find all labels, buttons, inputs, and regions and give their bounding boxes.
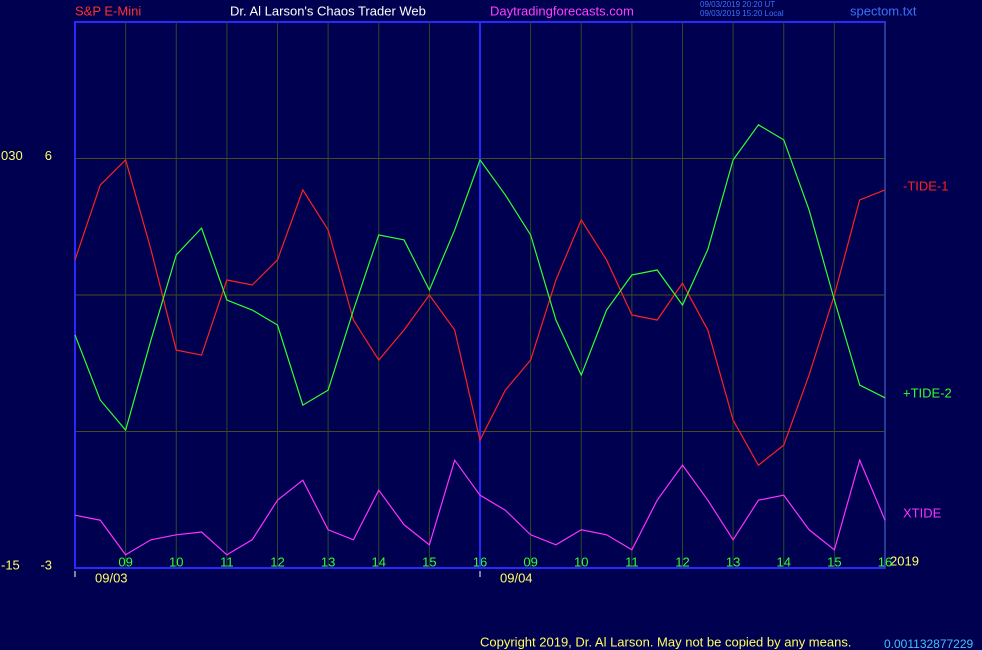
y2-tick-label: 030 bbox=[1, 148, 23, 163]
site-title: Dr. Al Larson's Chaos Trader Web bbox=[230, 3, 426, 18]
file-label: spectom.txt bbox=[850, 3, 917, 18]
series-label: -TIDE-1 bbox=[903, 178, 949, 193]
readout: 0.001132877229 bbox=[884, 637, 974, 650]
y-tick-label: 6 bbox=[45, 148, 52, 163]
date-label: 09/04 bbox=[500, 570, 533, 585]
x-tick-label: 16 bbox=[878, 554, 892, 569]
x-tick-label: 11 bbox=[625, 554, 639, 569]
x-tick-label: 11 bbox=[220, 554, 234, 569]
y-tick-label: -3 bbox=[40, 557, 52, 572]
timestamp-local: 09/03/2019 15:20 Local bbox=[700, 9, 784, 18]
series-label: +TIDE-2 bbox=[903, 385, 952, 400]
x-tick-label: 14 bbox=[777, 554, 791, 569]
series-line bbox=[74, 124, 886, 432]
x-tick-label: 13 bbox=[321, 554, 335, 569]
x-tick-label: 10 bbox=[169, 554, 183, 569]
timestamp-ut: 09/03/2019 20:20 UT bbox=[700, 0, 775, 9]
y2-tick-label: -15 bbox=[1, 557, 20, 572]
x-tick-label: 13 bbox=[726, 554, 740, 569]
copyright: Copyright 2019, Dr. Al Larson. May not b… bbox=[480, 634, 851, 649]
year-label: 2019 bbox=[890, 553, 919, 568]
x-tick-label: 09 bbox=[118, 554, 132, 569]
instrument-title: S&P E-Mini bbox=[75, 3, 141, 18]
x-tick-label: 15 bbox=[422, 554, 436, 569]
x-tick-label: 10 bbox=[574, 554, 588, 569]
series-line bbox=[74, 158, 886, 467]
x-tick-label: 14 bbox=[372, 554, 386, 569]
x-tick-label: 09 bbox=[523, 554, 537, 569]
series-line bbox=[74, 458, 886, 556]
x-tick-label: 12 bbox=[675, 554, 689, 569]
site-url: Daytradingforecasts.com bbox=[490, 3, 634, 18]
date-label: 09/03 bbox=[95, 570, 128, 585]
x-tick-label: 12 bbox=[270, 554, 284, 569]
x-tick-label: 15 bbox=[827, 554, 841, 569]
series-label: XTIDE bbox=[903, 505, 942, 520]
